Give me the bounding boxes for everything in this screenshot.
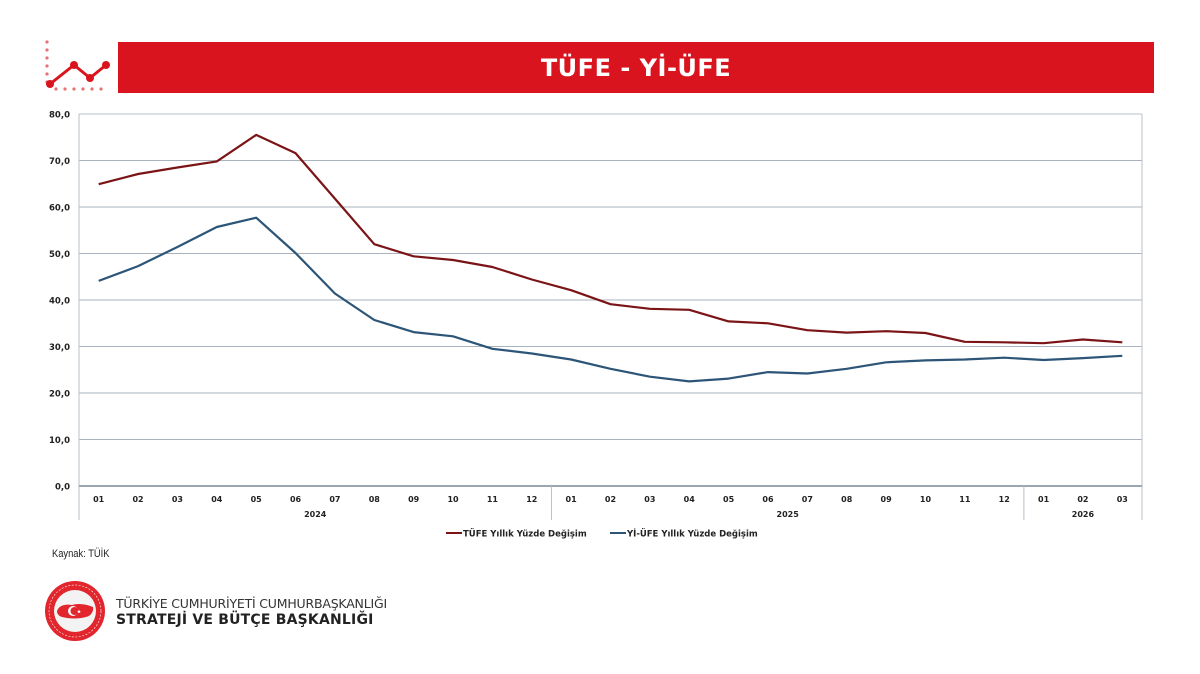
x-tick-label: 01: [93, 495, 105, 504]
x-tick-label: 11: [959, 495, 971, 504]
x-tick-label: 10: [920, 495, 932, 504]
x-tick-label: 02: [132, 495, 143, 504]
x-tick-label: 09: [408, 495, 420, 504]
x-tick-label: 02: [605, 495, 616, 504]
year-label: 2025: [777, 510, 800, 519]
x-tick-label: 05: [251, 495, 263, 504]
line-chart: 0,0 10,0 20,0 30,0 40,0 50,0 60,0 70,0 80,0 01 02 0…: [49, 111, 1143, 540]
series-line-yi-ufe: [98, 216, 1123, 383]
x-tick-label: 12: [526, 495, 537, 504]
y-tick-label: 30,0: [49, 343, 70, 353]
institution-seal-icon: [44, 580, 106, 642]
x-tick-label: 03: [1117, 495, 1128, 504]
y-tick-label: 20,0: [49, 390, 70, 400]
x-tick-label: 09: [881, 495, 893, 504]
organization-line-1: TÜRKİYE CUMHURİYETİ CUMHURBAŞKANLIĞI: [116, 596, 387, 611]
organization-line-2: STRATEJİ VE BÜTÇE BAŞKANLIĞI: [116, 612, 374, 628]
y-tick-label: 0,0: [55, 483, 70, 493]
y-tick-label: 80,0: [49, 111, 70, 121]
x-tick-label: 01: [566, 495, 578, 504]
title-bar: TÜFE - Yİ-ÜFE: [118, 42, 1154, 93]
x-tick-label: 05: [723, 495, 735, 504]
x-tick-label: 01: [1038, 495, 1050, 504]
y-tick-label: 40,0: [49, 297, 70, 307]
y-tick-label: 10,0: [49, 436, 70, 446]
x-tick-label: 10: [447, 495, 459, 504]
y-tick-label: 50,0: [49, 250, 70, 260]
x-tick-label: 06: [762, 495, 774, 504]
series-line-tufe: [98, 133, 1123, 345]
page-title: TÜFE - Yİ-ÜFE: [540, 53, 732, 82]
year-label: 2024: [304, 510, 327, 519]
legend-label-tufe: TÜFE Yıllık Yüzde Değişim: [463, 529, 587, 540]
x-tick-label: 04: [211, 495, 223, 504]
x-tick-label: 06: [290, 495, 302, 504]
organization-name: TÜRKİYE CUMHURİYETİ CUMHURBAŞKANLIĞI STR…: [116, 596, 387, 628]
x-tick-label: 07: [329, 495, 340, 504]
legend-label-yi-ufe: Yİ-ÜFE Yıllık Yüzde Değişim: [626, 529, 758, 540]
line-chart-icon: [40, 38, 112, 94]
x-tick-label: 04: [684, 495, 696, 504]
x-tick-label: 11: [487, 495, 499, 504]
x-tick-label: 03: [644, 495, 655, 504]
x-tick-label: 03: [172, 495, 183, 504]
x-tick-label: 08: [841, 495, 853, 504]
source-note: Kaynak: TÜİK: [52, 548, 110, 560]
x-tick-label: 12: [999, 495, 1010, 504]
x-tick-label: 07: [802, 495, 813, 504]
x-tick-label: 08: [369, 495, 381, 504]
x-tick-label: 02: [1077, 495, 1088, 504]
y-tick-label: 70,0: [49, 157, 70, 167]
year-label: 2026: [1072, 510, 1095, 519]
y-tick-label: 60,0: [49, 204, 70, 214]
